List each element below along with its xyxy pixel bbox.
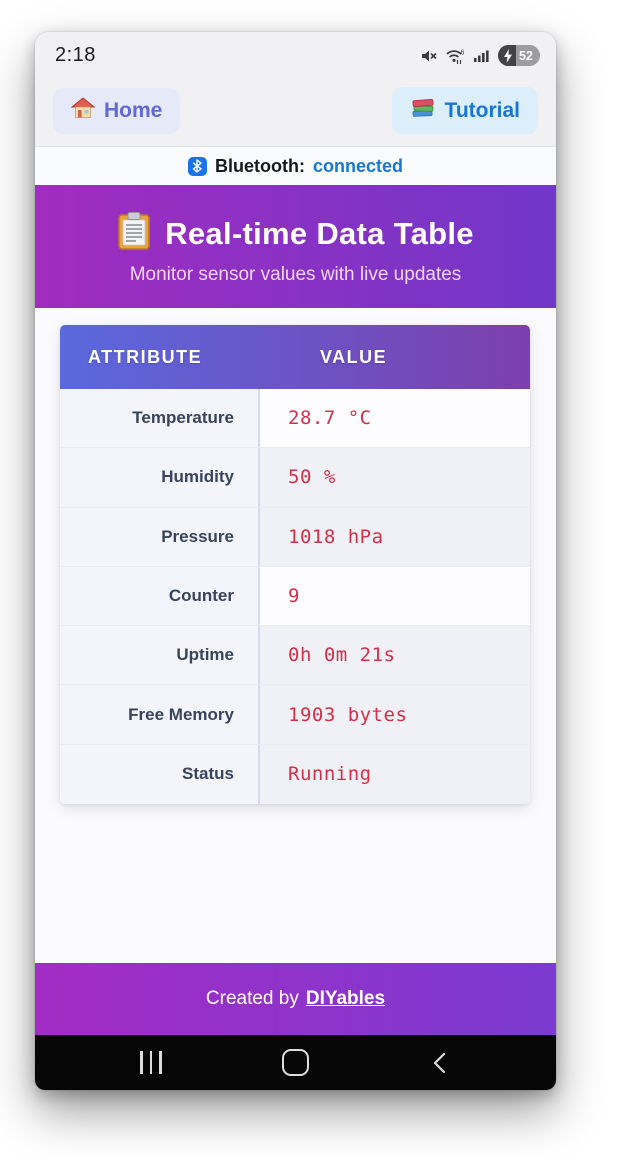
page-subtitle: Monitor sensor values with live updates <box>129 264 462 285</box>
attribute-cell: Temperature <box>60 389 258 448</box>
table-row: Uptime 0h 0m 21s <box>60 626 530 686</box>
app-nav-row: Home Tutorial <box>35 75 556 147</box>
android-nav-bar <box>35 1035 556 1090</box>
diyables-link[interactable]: DIYables <box>305 988 386 1009</box>
bluetooth-status-row: Bluetooth: connected <box>35 147 556 185</box>
recents-button[interactable] <box>140 1051 162 1074</box>
footer-text: Created by <box>205 988 299 1009</box>
phone-screen: 2:18 6 <box>35 32 556 1090</box>
home-icon <box>70 96 96 125</box>
muted-sound-icon <box>420 47 438 65</box>
clock-time: 2:18 <box>55 44 96 66</box>
data-table: ATTRIBUTE VALUE Temperature 28.7 °C Humi… <box>60 325 530 805</box>
page-footer: Created by DIYables <box>35 963 556 1035</box>
bluetooth-icon <box>187 156 207 176</box>
page-title-row: Real-time Data Table <box>117 211 474 256</box>
table-row: Counter 9 <box>60 566 530 627</box>
value-cell: 1018 hPa <box>258 507 530 566</box>
value-cell: 1903 bytes <box>258 685 530 744</box>
svg-text:6: 6 <box>461 49 465 56</box>
charging-bolt-icon <box>498 45 516 66</box>
page-title: Real-time Data Table <box>165 215 474 251</box>
attribute-cell: Free Memory <box>60 685 258 744</box>
table-row: Status Running <box>60 744 530 805</box>
home-button[interactable]: Home <box>53 87 181 134</box>
column-header-value: VALUE <box>320 346 388 367</box>
attribute-cell: Status <box>60 744 258 805</box>
table-row: Humidity 50 % <box>60 448 530 508</box>
value-cell: 9 <box>258 566 530 626</box>
main-content: ATTRIBUTE VALUE Temperature 28.7 °C Humi… <box>35 308 556 963</box>
table-row: Pressure 1018 hPa <box>60 507 530 567</box>
books-icon <box>410 96 436 125</box>
wifi-6-icon: 6 <box>445 47 466 65</box>
value-cell: Running <box>258 744 530 805</box>
battery-charging-icon: 52 <box>498 45 540 66</box>
battery-percent: 52 <box>519 48 533 63</box>
column-header-attribute: ATTRIBUTE <box>88 346 203 367</box>
value-cell: 28.7 °C <box>258 389 530 448</box>
table-row: Free Memory 1903 bytes <box>60 685 530 745</box>
status-icons: 6 <box>420 45 540 66</box>
attribute-cell: Pressure <box>60 507 258 566</box>
attribute-cell: Humidity <box>60 448 258 507</box>
bluetooth-status-value: connected <box>312 155 403 176</box>
attribute-cell: Uptime <box>60 626 258 685</box>
cell-signal-icon <box>473 47 491 65</box>
table-row: Temperature 28.7 °C <box>60 389 530 449</box>
status-bar: 2:18 6 <box>35 32 556 75</box>
bluetooth-label: Bluetooth: <box>214 155 305 176</box>
page-header: Real-time Data Table Monitor sensor valu… <box>35 185 556 308</box>
home-button-label: Home <box>104 98 163 122</box>
value-cell: 0h 0m 21s <box>258 626 530 685</box>
tutorial-button-label: Tutorial <box>444 98 520 122</box>
table-header-row: ATTRIBUTE VALUE <box>60 325 530 389</box>
value-cell: 50 % <box>258 448 530 507</box>
back-button[interactable] <box>429 1050 451 1076</box>
android-home-button[interactable] <box>281 1049 309 1076</box>
clipboard-icon <box>117 211 151 256</box>
tutorial-button[interactable]: Tutorial <box>391 87 538 134</box>
attribute-cell: Counter <box>60 566 258 626</box>
